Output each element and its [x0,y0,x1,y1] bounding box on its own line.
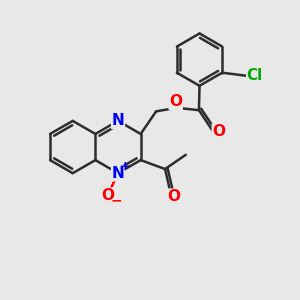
Text: −: − [110,194,122,208]
Text: Cl: Cl [247,68,263,83]
Text: N: N [112,166,124,181]
Text: O: O [167,189,181,204]
Text: +: + [119,160,130,173]
Text: O: O [101,188,114,203]
Text: O: O [212,124,225,139]
Text: N: N [112,113,124,128]
Text: O: O [169,94,182,110]
